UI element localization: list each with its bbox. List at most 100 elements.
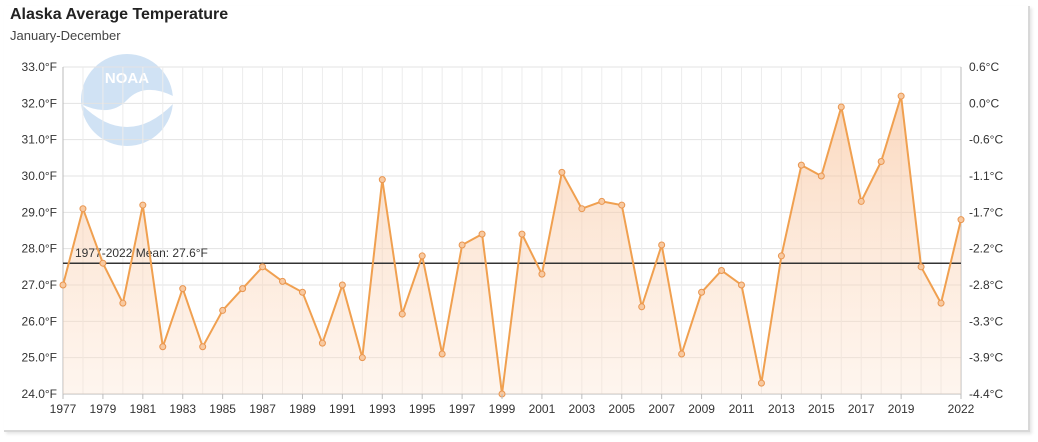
x-tick-label: 2015: [808, 402, 835, 416]
data-point-1977: [59, 281, 67, 289]
y-tick-label: 31.0°F: [22, 133, 57, 147]
x-tick-label: 1995: [409, 402, 436, 416]
y2-tick-label: -1.1°C: [969, 169, 1003, 183]
chart-frame: [4, 6, 1030, 432]
series-line: [62, 95, 962, 395]
y2-tick-label: -3.3°C: [969, 314, 1003, 328]
y2-tick-label: -1.7°C: [969, 205, 1003, 219]
data-points: [59, 92, 965, 398]
data-point-1997: [458, 241, 466, 249]
data-point-1996: [438, 350, 446, 358]
x-tick-label: 1997: [449, 402, 476, 416]
data-point-2004: [598, 197, 606, 205]
x-tick-label: 2013: [768, 402, 795, 416]
data-point-2020: [917, 263, 925, 271]
x-tick-label: 2003: [568, 402, 595, 416]
data-point-2003: [578, 205, 586, 213]
y-tick-label: 30.0°F: [22, 169, 57, 183]
y-tick-label: 26.0°F: [22, 314, 57, 328]
y2-tick-label: 0.6°C: [969, 60, 999, 74]
data-point-1988: [279, 277, 287, 285]
x-tick-label: 1979: [90, 402, 117, 416]
x-tick-label: 1983: [169, 402, 196, 416]
data-point-2017: [857, 197, 865, 205]
data-point-2000: [518, 230, 526, 238]
x-tick-label: 2011: [729, 402, 755, 416]
data-point-2012: [757, 379, 765, 387]
data-point-1989: [298, 288, 306, 296]
data-point-1991: [338, 281, 346, 289]
chart-title: Alaska Average Temperature: [10, 6, 229, 23]
data-point-2007: [658, 241, 666, 249]
y2-tick-label: -2.8°C: [969, 278, 1003, 292]
data-point-1979: [99, 259, 107, 267]
data-point-1984: [199, 343, 207, 351]
mean-label: 1977-2022 Mean: 27.6°F: [75, 246, 208, 260]
data-point-1983: [179, 285, 187, 293]
chart-subtitle: January-December: [10, 28, 121, 43]
x-tick-label: 1989: [289, 402, 316, 416]
x-tick-label: 1981: [129, 402, 156, 416]
x-tick-label: 1987: [249, 402, 276, 416]
data-point-2014: [797, 161, 805, 169]
data-point-2009: [698, 288, 706, 296]
data-point-1995: [418, 252, 426, 260]
noaa-logo-icon: NOAA: [81, 54, 173, 146]
y-axis-right: -4.4°C -3.9°C -3.3°C -2.8°C -2.2°C -1.7°C -1.1…: [969, 60, 1003, 401]
data-point-1993: [378, 176, 386, 184]
logo-text: NOAA: [105, 70, 149, 87]
y-tick-label: 25.0°F: [22, 351, 57, 365]
x-tick-label: 1991: [329, 402, 356, 416]
y2-tick-label: -0.6°C: [969, 133, 1003, 147]
y-tick-label: 28.0°F: [22, 242, 57, 256]
data-point-2019: [897, 92, 905, 100]
data-point-1994: [398, 310, 406, 318]
x-tick-label: 2001: [529, 402, 556, 416]
y-axis-left: 24.0°F 25.0°F 26.0°F 27.0°F 28.0°F 29.0°F 30.0…: [22, 60, 57, 401]
data-point-2001: [538, 270, 546, 278]
data-point-1985: [219, 306, 227, 314]
data-point-2016: [837, 103, 845, 111]
data-point-2006: [638, 303, 646, 311]
data-point-1982: [159, 343, 167, 351]
data-point-2005: [618, 201, 626, 209]
x-tick-label: 1993: [369, 402, 396, 416]
data-point-2015: [817, 172, 825, 180]
x-tick-label: 2009: [688, 402, 715, 416]
area-fill: [63, 96, 961, 394]
x-tick-label: 2022: [948, 402, 975, 416]
data-point-2018: [877, 157, 885, 165]
y-tick-label: 32.0°F: [22, 96, 57, 110]
data-point-2022: [957, 216, 965, 224]
data-point-1980: [119, 299, 127, 307]
x-tick-label: 2005: [608, 402, 635, 416]
data-point-1986: [239, 285, 247, 293]
x-tick-label: 2007: [648, 402, 675, 416]
data-point-1998: [478, 230, 486, 238]
x-tick-label: 1977: [50, 402, 77, 416]
x-tick-label: 1999: [489, 402, 516, 416]
data-point-2010: [718, 266, 726, 274]
x-tick-label: 1985: [209, 402, 236, 416]
y-tick-label: 29.0°F: [22, 205, 57, 219]
x-axis: 1977 1979 1981 1983 1985 1987 1989 1991 1993 1995…: [50, 394, 975, 416]
y2-tick-label: -3.9°C: [969, 351, 1003, 365]
y-tick-label: 33.0°F: [22, 60, 57, 74]
y2-tick-label: 0.0°C: [969, 96, 999, 110]
data-point-1978: [79, 205, 87, 213]
data-point-2002: [558, 168, 566, 176]
data-point-2013: [777, 252, 785, 260]
y-tick-label: 24.0°F: [22, 387, 57, 401]
data-point-1987: [259, 263, 267, 271]
data-point-1990: [318, 339, 326, 347]
data-point-2021: [937, 299, 945, 307]
data-point-1981: [139, 201, 147, 209]
x-tick-label: 2017: [848, 402, 875, 416]
y2-tick-label: -2.2°C: [969, 242, 1003, 256]
x-tick-label: 2019: [888, 402, 915, 416]
y2-tick-label: -4.4°C: [969, 387, 1003, 401]
data-point-1992: [358, 354, 366, 362]
data-point-2008: [678, 350, 686, 358]
data-point-2011: [737, 281, 745, 289]
